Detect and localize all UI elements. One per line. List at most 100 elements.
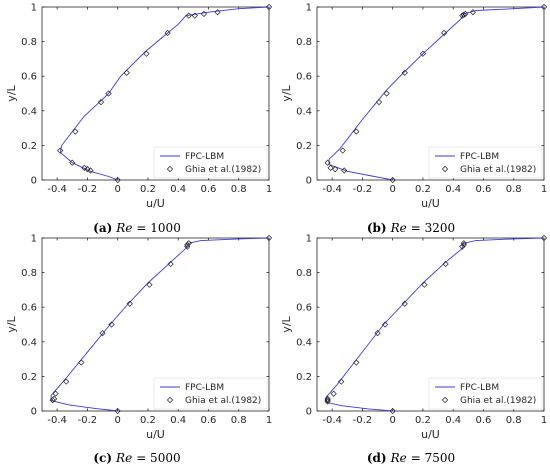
y-tick-label: 0.6 <box>21 303 37 314</box>
x-tick-label: 0.2 <box>140 184 156 195</box>
ghia-marker <box>324 395 331 402</box>
x-tick-label: 0.2 <box>415 184 431 195</box>
legend-box <box>428 377 543 410</box>
ghia-marker <box>469 9 476 16</box>
x-tick-label: 0.8 <box>231 184 247 195</box>
y-axis-label: y/L <box>5 315 18 332</box>
y-tick-label: 0.8 <box>21 37 37 48</box>
y-tick-label: 0.8 <box>21 268 37 279</box>
y-tick-label: 0 <box>31 176 37 187</box>
fpc-lbm-line <box>59 6 270 181</box>
ghia-marker <box>87 167 94 174</box>
x-axis-label: u/U <box>421 428 440 441</box>
ghia-marker <box>421 281 428 288</box>
legend-marker-swatch <box>166 396 174 404</box>
fpc-lbm-line <box>50 237 270 412</box>
legend-marker-swatch <box>441 396 449 404</box>
axes-box <box>316 237 545 412</box>
legend-label-ghia: Ghia et al.(1982) <box>185 396 261 406</box>
y-axis-label: y/L <box>280 84 293 101</box>
ghia-marker <box>341 167 348 174</box>
caption-label: (b) <box>367 221 387 235</box>
ghia-marker <box>389 176 396 184</box>
ghia-marker <box>200 10 208 18</box>
y-tick-label: 1 <box>306 234 312 245</box>
ghia-marker <box>164 29 171 37</box>
legend-box <box>428 146 543 179</box>
x-tick-label: 1 <box>266 415 272 426</box>
x-tick-label: 1 <box>541 415 547 426</box>
x-tick-label: 0.6 <box>476 184 492 195</box>
x-tick-label: 1 <box>266 184 272 195</box>
ghia-marker <box>167 260 174 268</box>
ghia-marker <box>382 321 389 328</box>
ghia-marker <box>184 241 191 249</box>
legend-box <box>153 146 268 179</box>
legend-label-fpc-lbm: FPC-LBM <box>185 152 224 162</box>
x-tick-label: 0.6 <box>201 184 217 195</box>
ghia-marker <box>375 99 383 106</box>
ghia-marker <box>442 260 449 268</box>
x-tick-label: 0.4 <box>170 184 186 195</box>
caption-label: (c) <box>93 451 112 465</box>
x-tick-label: -0.4 <box>47 415 67 426</box>
y-tick-label: 0 <box>31 407 37 418</box>
ghia-marker <box>332 166 339 173</box>
caption-re: Re <box>115 221 132 235</box>
x-axis-label: u/U <box>421 197 440 210</box>
ghia-marker <box>81 164 88 171</box>
y-tick-label: 0.4 <box>296 337 312 348</box>
ghia-marker <box>265 3 273 11</box>
y-tick-label: 0.2 <box>21 372 37 383</box>
ghia-marker <box>330 390 337 397</box>
x-tick-label: 0.8 <box>506 184 522 195</box>
legend-label-ghia: Ghia et al.(1982) <box>185 165 261 175</box>
ghia-marker <box>97 99 105 106</box>
caption-re: Re <box>390 221 407 235</box>
caption-value: = 5000 <box>136 451 180 465</box>
ghia-marker <box>389 407 396 415</box>
y-tick-label: 0 <box>306 176 312 187</box>
y-tick-label: 0.2 <box>296 141 312 152</box>
ghia-marker <box>374 330 381 337</box>
panel-3: -0.4 -0.2 0 0.2 0.4 0.6 0.8 1 0 0.2 0.4 0.6 0.8 1 u/U y… <box>5 234 272 466</box>
ghia-marker <box>185 240 192 247</box>
x-tick-label: -0.2 <box>78 415 98 426</box>
x-tick-label: 0.8 <box>506 415 522 426</box>
axes-box <box>41 6 270 181</box>
y-tick-label: 0.4 <box>296 106 312 117</box>
ghia-marker <box>185 12 192 19</box>
x-tick-label: 0.2 <box>140 415 156 426</box>
y-tick-label: 0.4 <box>21 337 37 348</box>
ghia-marker <box>419 50 427 57</box>
caption-value: = 3200 <box>411 221 455 235</box>
ghia-marker <box>324 397 331 404</box>
ghia-marker <box>401 300 408 307</box>
x-tick-label: -0.2 <box>353 184 373 195</box>
x-tick-label: -0.2 <box>353 415 373 426</box>
panel-1: -0.4 -0.2 0 0.2 0.4 0.6 0.8 1 0 0.2 0.4 0.6 0.8 1 u/U y… <box>5 3 272 236</box>
panel-caption: (d) Re = 7500 <box>367 451 455 465</box>
ghia-marker <box>265 234 273 242</box>
ghia-marker <box>52 390 59 397</box>
ghia-marker <box>99 330 106 337</box>
y-tick-label: 0.6 <box>296 72 312 83</box>
panel-4: -0.4 -0.2 0 0.2 0.4 0.6 0.8 1 0 0.2 0.4 0.6 0.8 1 u/U y… <box>280 234 547 466</box>
ghia-marker <box>63 378 70 385</box>
x-tick-label: 0.6 <box>476 415 492 426</box>
legend-label-fpc-lbm: FPC-LBM <box>185 383 224 393</box>
x-tick-label: 0.8 <box>231 415 247 426</box>
ghia-marker <box>338 378 345 385</box>
ghia-marker <box>57 147 64 154</box>
caption-label: (d) <box>367 451 387 465</box>
legend-label-ghia: Ghia et al.(1982) <box>460 165 536 175</box>
legend-label-ghia: Ghia et al.(1982) <box>460 396 536 406</box>
y-tick-label: 0.6 <box>296 303 312 314</box>
caption-value: = 7500 <box>411 451 455 465</box>
ghia-marker <box>51 395 58 402</box>
legend-label-fpc-lbm: FPC-LBM <box>460 152 499 162</box>
x-tick-label: 0 <box>389 184 395 195</box>
x-tick-label: 0 <box>114 415 120 426</box>
